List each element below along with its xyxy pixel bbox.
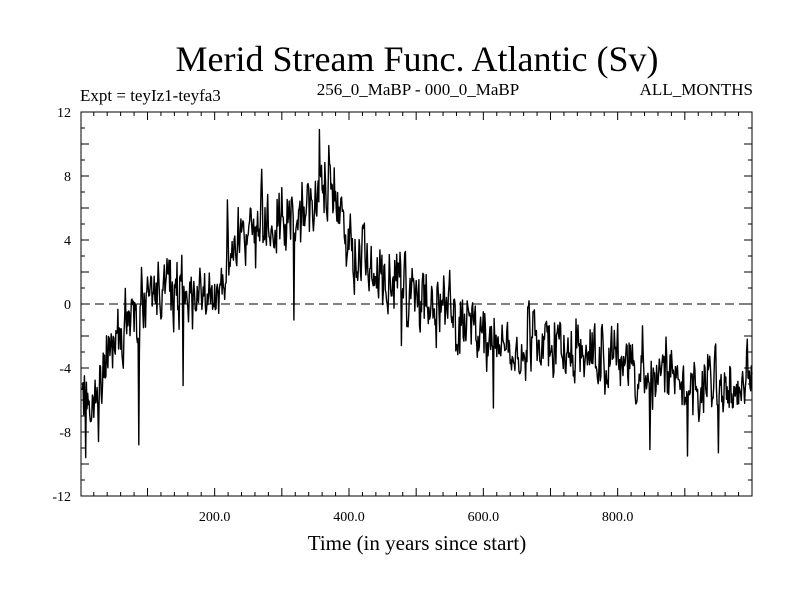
y-tick-label: -12 xyxy=(52,490,71,505)
experiment-label: Expt = teyIz1-teyfa3 xyxy=(80,86,221,105)
y-tick-label: -4 xyxy=(59,362,71,377)
y-tick-label: 4 xyxy=(64,234,71,249)
series-line-merid-stream-func xyxy=(80,128,753,459)
x-tick-label: 400.0 xyxy=(333,510,365,525)
time-period-label: 256_0_MaBP - 000_0_MaBP xyxy=(317,80,519,99)
y-tick-label: 0 xyxy=(64,298,71,313)
chart-title: Merid Stream Func. Atlantic (Sv) xyxy=(176,39,659,79)
x-tick-label: 600.0 xyxy=(468,510,500,525)
x-tick-label: 800.0 xyxy=(602,510,634,525)
months-label: ALL_MONTHS xyxy=(640,80,753,99)
plot-area: 200.0 400.0 600.0 800.0 -12 -8 -4 0 4 8 12 xyxy=(52,106,753,525)
y-tick-label: 12 xyxy=(57,106,71,121)
y-tick-label: 8 xyxy=(64,170,71,185)
x-axis-label: Time (in years since start) xyxy=(308,531,527,555)
x-tick-label: 200.0 xyxy=(199,510,231,525)
y-tick-label: -8 xyxy=(59,426,71,441)
